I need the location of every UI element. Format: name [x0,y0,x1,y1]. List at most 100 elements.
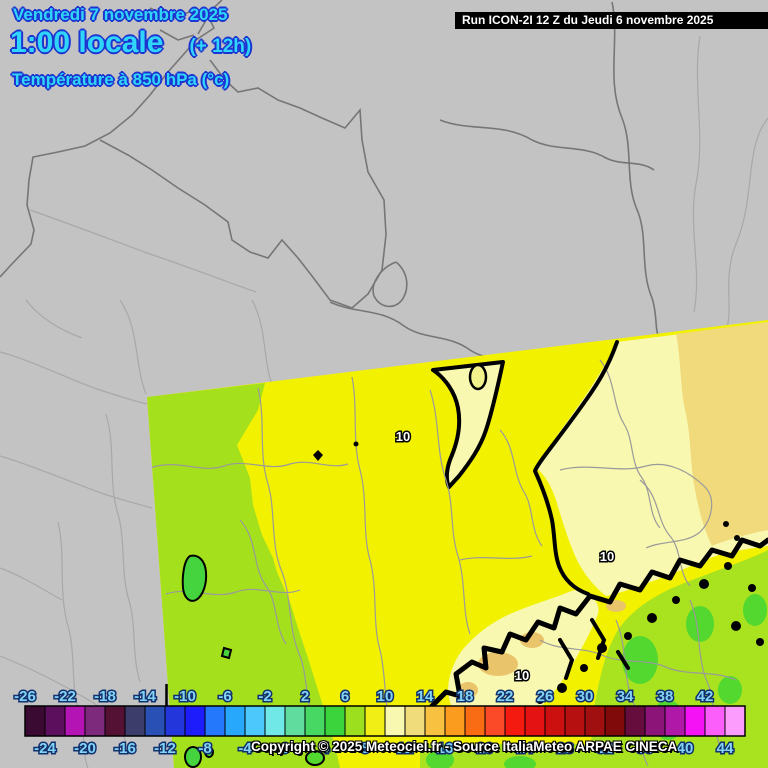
scale-cell [504,705,526,737]
scale-cell [724,705,746,737]
green-blob-outlined [181,554,208,602]
scale-cell [364,705,386,737]
parameter-title: Température à 850 hPa (°c) [12,70,230,89]
green-band-west [147,383,340,768]
scale-label: -18 [94,688,116,705]
scale-label: -2 [258,688,271,705]
contour-mark [353,441,359,447]
scale-label: -8 [198,740,211,757]
scale-cell [544,705,566,737]
coastal-pale-pocket [448,589,599,737]
contour-label: 10 [515,668,529,683]
scale-cell [324,705,346,737]
scale-cell [304,705,326,737]
contour-island [468,363,488,391]
green-patch [622,636,658,684]
scale-cell [224,705,246,737]
scale-cell [464,705,486,737]
scale-cell [344,705,366,737]
contour-label: 10 [600,549,614,564]
scale-label: 28 [557,740,574,757]
coastline [427,537,768,711]
scale-cell [144,705,166,737]
color-scale-bar [24,705,746,737]
scale-label: 32 [597,740,614,757]
contour-mark [313,450,323,461]
scale-label: 12 [397,740,414,757]
green-patch [743,594,767,626]
color-scale-frame [24,705,746,737]
run-info-bar: Run ICON-2I 12 Z du Jeudi 6 novembre 202… [455,12,768,29]
green-blob-outlined [305,750,325,766]
scale-label: -16 [114,740,136,757]
scale-cell [64,705,86,737]
scale-label: 36 [637,740,654,757]
scale-cell [644,705,666,737]
scale-cell [444,705,466,737]
scale-label: 0 [281,740,289,757]
forecast-hour-offset: (+ 12h) [189,36,252,57]
green-patch [426,750,454,768]
scale-cell [564,705,586,737]
scale-cell [164,705,186,737]
scale-label: -4 [238,740,252,757]
scale-cell [584,705,606,737]
scale-label: -6 [218,688,231,705]
green-patch [718,676,742,704]
scale-cell [624,705,646,737]
tan-patch [458,682,478,698]
scale-label: 24 [517,740,534,757]
scale-label: -26 [14,688,36,705]
scale-cell [684,705,706,737]
scale-cell [264,705,286,737]
scale-label: 6 [341,688,349,705]
scale-label: -20 [74,740,96,757]
green-patch [686,606,714,642]
scale-cell [184,705,206,737]
scale-label: 34 [617,688,634,705]
green-patch [504,756,536,768]
scale-cell [44,705,66,737]
green-blob-outlined [204,746,214,758]
scale-label: -24 [34,740,56,757]
contour-label: 10 [396,429,410,444]
scale-label: 44 [717,740,734,757]
copyright-text: Copyright © 2025 Meteociel.fr - Source I… [251,739,678,754]
scale-label: -14 [134,688,156,705]
color-scale-labels: -26-24-22-20-18-16-14-12-10-8-6-4-202468… [13,687,736,759]
scale-label: 10 [377,688,394,705]
pale-wedge-10 [431,360,505,489]
scale-cell [84,705,106,737]
scale-cell [704,705,726,737]
scale-cell [424,705,446,737]
scale-label: 4 [321,740,330,757]
tan-region-east [676,322,768,546]
scale-cell [24,705,46,737]
scale-cell [244,705,266,737]
scale-cell [104,705,126,737]
scale-cell [124,705,146,737]
forecast-time-row: 1:00 locale (+ 12h) [10,26,251,60]
scale-label: 18 [457,688,474,705]
green-blob-outlined [220,646,233,660]
green-blob-outlined [184,746,202,768]
scale-label: 8 [361,740,369,757]
scale-label: 22 [497,688,514,705]
scale-cell [384,705,406,737]
scale-cell [284,705,306,737]
scale-label: 26 [537,688,554,705]
scale-cell [604,705,626,737]
scale-label: 40 [677,740,694,757]
isotherm-10-east [533,340,619,596]
scale-label: 2 [301,688,309,705]
scale-cell [664,705,686,737]
contour-labels: 10 10 10 [394,428,615,685]
scale-cell [484,705,506,737]
tan-patch [478,652,518,676]
model-domain [147,320,768,768]
scale-label: 38 [657,688,674,705]
scale-label: 14 [417,688,434,705]
scale-label: 42 [697,688,714,705]
